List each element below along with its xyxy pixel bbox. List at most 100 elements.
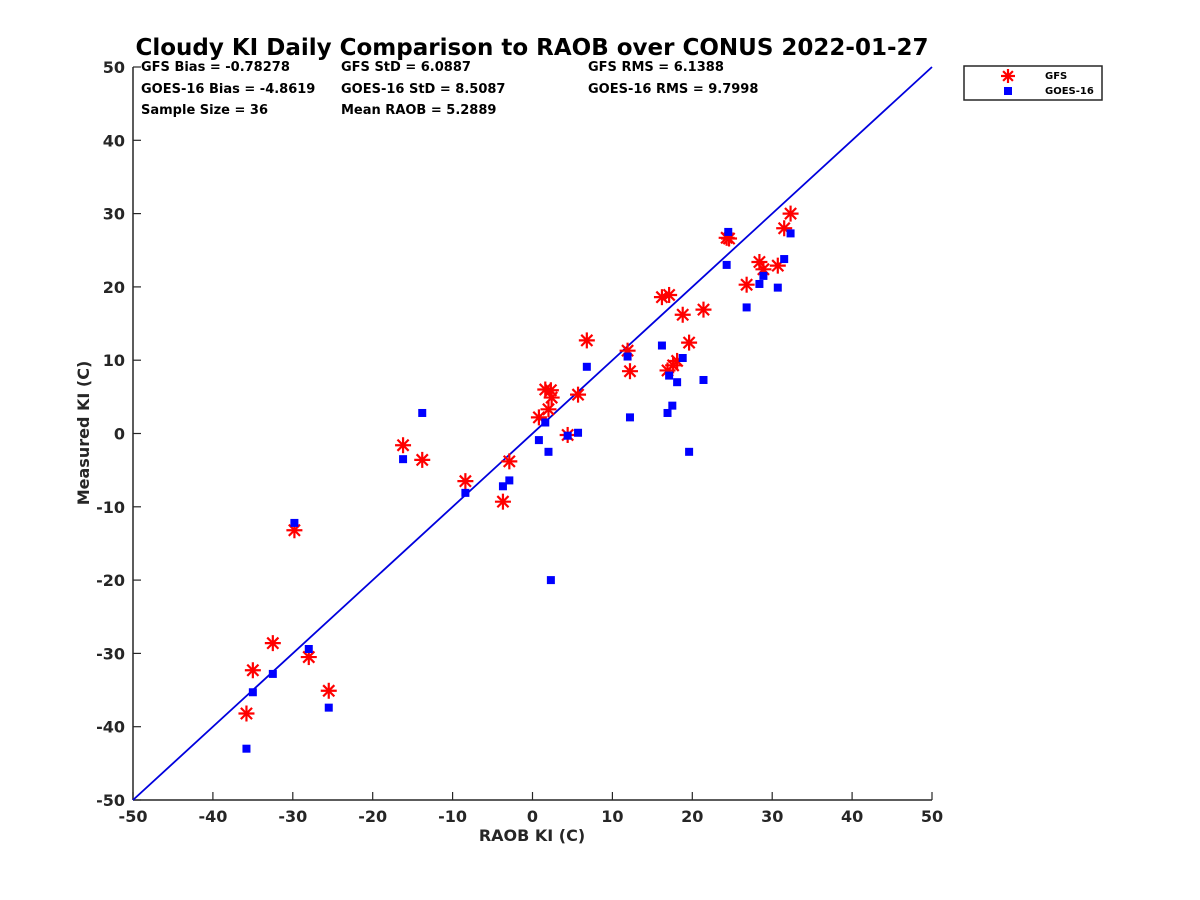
data-point-gfs (244, 662, 261, 679)
y-tick-label: -30 (96, 644, 125, 663)
y-tick-label: 10 (103, 351, 125, 370)
x-tick-label: -50 (119, 807, 148, 826)
data-point-gfs (540, 401, 557, 418)
data-point-goes-16 (574, 428, 583, 437)
data-point-goes-16 (663, 408, 672, 417)
x-tick-label: 0 (527, 807, 538, 826)
data-point-goes-16 (786, 229, 795, 238)
data-point-gfs (501, 453, 518, 470)
x-tick-label: 50 (921, 807, 943, 826)
data-point-goes-16 (324, 703, 333, 712)
data-point-goes-16 (534, 436, 543, 445)
data-point-gfs (414, 451, 431, 468)
legend-box (963, 65, 1103, 101)
data-point-gfs (264, 635, 281, 652)
x-axis-title: RAOB KI (C) (479, 826, 585, 845)
data-point-goes-16 (399, 455, 408, 464)
data-point-goes-16 (773, 283, 782, 292)
y-axis-title: Measured KI (C) (74, 361, 93, 506)
y-tick-label: 40 (103, 131, 125, 150)
x-ticks: -50 -40 -30 -20 -10 0 10 20 30 40 50 (119, 792, 943, 826)
data-point-gfs (621, 363, 638, 380)
data-point-goes-16 (722, 260, 731, 269)
data-point-goes-16 (780, 255, 789, 264)
statistics-panel: GFS Bias = -0.78278 GFS StD = 6.0887 GFS R… (141, 60, 758, 118)
data-point-gfs (457, 473, 474, 490)
x-tick-label: 10 (601, 807, 623, 826)
y-tick-label: -50 (96, 791, 125, 810)
data-point-goes-16 (563, 431, 572, 440)
data-point-goes-16 (248, 688, 257, 697)
y-tick-label: 0 (114, 425, 125, 444)
stat-text: GOES-16 Bias = -4.8619 (141, 82, 315, 97)
data-point-gfs (674, 306, 691, 323)
legend: GFS GOES-16 (963, 65, 1103, 101)
data-point-goes-16 (755, 279, 764, 288)
data-point-goes-16 (268, 669, 277, 678)
legend-marker-goes-16 (1004, 87, 1012, 95)
data-point-gfs (395, 437, 412, 454)
data-point-gfs (695, 301, 712, 318)
data-point-goes-16 (742, 303, 751, 312)
y-tick-label: -20 (96, 571, 125, 590)
data-point-goes-16 (623, 352, 632, 361)
data-point-gfs (578, 332, 595, 349)
data-point-gfs (738, 276, 755, 293)
y-tick-label: -10 (96, 498, 125, 517)
x-tick-label: -10 (438, 807, 467, 826)
data-point-goes-16 (673, 378, 682, 387)
data-point-goes-16 (290, 518, 299, 527)
data-point-goes-16 (546, 576, 555, 585)
series-goes-16 (242, 227, 795, 753)
y-ticks: -50 -40 -30 -20 -10 0 10 20 30 40 50 (96, 58, 141, 810)
stat-text: Sample Size = 36 (141, 103, 268, 118)
data-point-gfs (661, 286, 678, 303)
stat-text: GOES-16 StD = 8.5087 (341, 82, 505, 97)
data-point-gfs (320, 682, 337, 699)
x-tick-label: -40 (198, 807, 227, 826)
y-tick-label: 30 (103, 205, 125, 224)
data-point-goes-16 (668, 401, 677, 410)
series-gfs (238, 205, 799, 722)
stat-text: GFS Bias = -0.78278 (141, 60, 290, 75)
data-point-goes-16 (657, 341, 666, 350)
stat-text: GOES-16 RMS = 9.7998 (588, 82, 758, 97)
data-point-gfs (653, 289, 670, 306)
data-point-gfs (543, 389, 560, 406)
data-point-goes-16 (759, 271, 768, 280)
data-point-goes-16 (541, 418, 550, 427)
y-tick-label: 50 (103, 58, 125, 77)
data-point-goes-16 (699, 375, 708, 384)
data-point-goes-16 (724, 227, 733, 236)
data-point-goes-16 (685, 447, 694, 456)
legend-item-gfs: GFS (1001, 69, 1067, 83)
x-tick-label: 20 (681, 807, 703, 826)
data-point-goes-16 (678, 354, 687, 363)
data-point-goes-16 (544, 447, 553, 456)
data-point-gfs (238, 705, 255, 722)
x-tick-label: 40 (841, 807, 863, 826)
stat-text: Mean RAOB = 5.2889 (341, 103, 496, 118)
legend-item-goes-16: GOES-16 (1004, 86, 1094, 97)
x-tick-label: 30 (761, 807, 783, 826)
data-point-goes-16 (461, 488, 470, 497)
data-point-goes-16 (505, 476, 514, 485)
chart-title: Cloudy KI Daily Comparison to RAOB over … (135, 35, 928, 61)
data-point-gfs (570, 386, 587, 403)
data-point-gfs (300, 649, 317, 666)
legend-label-gfs: GFS (1045, 71, 1067, 82)
data-point-gfs (681, 334, 698, 351)
data-point-gfs (782, 205, 799, 222)
x-tick-label: -20 (358, 807, 387, 826)
one-to-one-reference-line (132, 66, 933, 801)
data-point-goes-16 (304, 645, 313, 654)
data-point-gfs (494, 493, 511, 510)
stat-text: GFS StD = 6.0887 (341, 60, 471, 75)
data-series (238, 205, 799, 753)
data-point-goes-16 (498, 482, 507, 491)
data-point-goes-16 (625, 413, 634, 422)
data-point-goes-16 (582, 362, 591, 371)
data-point-goes-16 (242, 744, 251, 753)
y-tick-label: -40 (96, 718, 125, 737)
